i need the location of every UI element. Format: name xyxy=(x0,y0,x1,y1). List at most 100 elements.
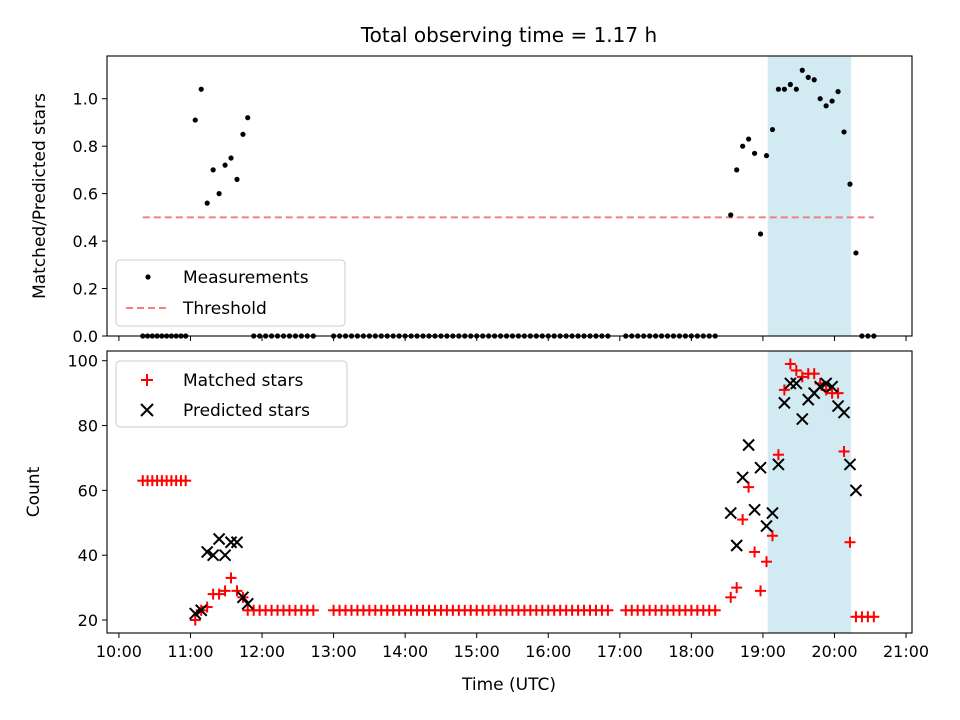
bottom-marks xyxy=(137,358,880,626)
matched-star-point xyxy=(766,530,778,542)
measurement-point xyxy=(763,153,770,159)
x-tick-label: 17:00 xyxy=(597,642,643,661)
predicted-star-point xyxy=(754,461,767,474)
measurement-point xyxy=(734,167,740,173)
predicted-star-point xyxy=(766,506,779,520)
predicted-star-point xyxy=(218,548,232,562)
y-tick-label: 80 xyxy=(78,417,98,436)
x-axis-label: Time (UTC) xyxy=(461,675,556,695)
measurement-point xyxy=(799,67,805,73)
predicted-star-point xyxy=(760,519,773,533)
matched-star-point xyxy=(844,536,856,548)
predicted-star-point xyxy=(200,545,214,559)
bottom-panel: 20 40 60 80 100 10:00 11:00 12:00 13:00 14:00 15:… xyxy=(24,350,929,695)
x-tick-label: 19:00 xyxy=(740,642,786,661)
matched-star-point xyxy=(213,588,225,600)
top-y-axis-label: Matched/Predicted stars xyxy=(30,93,50,299)
bottom-x-ticks: 10:00 11:00 12:00 13:00 14:00 15:00 16:00 17:00… xyxy=(96,633,929,661)
predicted-star-point xyxy=(742,438,755,452)
predicted-star-point xyxy=(230,536,244,549)
predicted-star-point xyxy=(819,377,833,390)
measurement-point xyxy=(787,81,793,88)
y-tick-label: 0.8 xyxy=(73,137,98,156)
legend-predicted-label: Predicted stars xyxy=(183,401,310,421)
top-panel: 0.0 0.2 0.4 0.6 0.8 1.0 Matched/Predicted sta… xyxy=(30,55,913,346)
x-tick-label: 12:00 xyxy=(239,642,285,661)
matched-star-point xyxy=(796,371,808,383)
top-legend: Measurements Threshold xyxy=(115,259,346,327)
measurement-point xyxy=(793,86,799,92)
measurement-point xyxy=(841,129,847,135)
predicted-star-point xyxy=(212,532,226,546)
legend-matched-label: Matched stars xyxy=(183,371,303,391)
top-observing-span xyxy=(767,56,852,336)
matched-star-point xyxy=(602,604,614,616)
measurement-point xyxy=(835,88,841,95)
y-tick-label: 0.6 xyxy=(73,185,98,204)
bottom-y-axis-label: Count xyxy=(24,466,44,517)
matched-star-point xyxy=(784,358,796,370)
measurement-point xyxy=(805,74,811,80)
top-marks xyxy=(140,67,877,339)
matched-star-point xyxy=(307,604,319,616)
matched-star-point xyxy=(868,611,880,623)
matched-star-point xyxy=(761,556,773,568)
measurement-point xyxy=(781,86,787,92)
predicted-star-point xyxy=(195,604,208,617)
y-tick-label: 100 xyxy=(67,352,98,371)
x-tick-label: 18:00 xyxy=(668,642,714,661)
x-tick-label: 14:00 xyxy=(382,642,428,661)
predicted-star-point xyxy=(849,484,863,497)
measurement-point xyxy=(245,115,251,121)
top-axes-frame xyxy=(106,55,913,337)
matched-star-point xyxy=(772,449,784,461)
measurement-point xyxy=(775,86,782,92)
x-tick-label: 10:00 xyxy=(96,642,142,661)
matched-star-point xyxy=(180,475,192,487)
matched-star-point xyxy=(709,604,721,616)
predicted-star-point xyxy=(778,396,791,410)
legend-measurements-marker xyxy=(145,274,151,280)
matched-star-point xyxy=(838,445,850,457)
x-tick-label: 21:00 xyxy=(883,642,929,661)
measurement-point xyxy=(746,136,752,142)
measurement-point xyxy=(769,126,776,133)
predicted-star-point xyxy=(730,539,743,552)
legend-predicted-marker xyxy=(140,403,154,417)
y-tick-label: 1.0 xyxy=(73,90,98,109)
predicted-star-point xyxy=(748,503,761,517)
matched-star-point xyxy=(231,585,243,597)
measurement-point xyxy=(853,250,859,256)
predicted-star-point xyxy=(206,548,220,562)
matched-star-point xyxy=(755,585,767,597)
measurement-point xyxy=(817,96,823,102)
measurement-point xyxy=(234,176,240,182)
y-tick-label: 0.4 xyxy=(73,232,98,251)
legend-matched-marker xyxy=(141,374,153,386)
predicted-star-point xyxy=(825,380,839,393)
legend-measurements-label: Measurements xyxy=(183,268,309,288)
matched-star-point xyxy=(808,368,820,380)
matched-star-point xyxy=(749,546,761,558)
chart-title: Total observing time = 1.17 h xyxy=(360,23,657,47)
predicted-star-point xyxy=(236,591,250,604)
measurement-point xyxy=(740,143,746,149)
predicted-star-point xyxy=(790,377,803,390)
matched-star-point xyxy=(832,387,844,399)
matched-star-point xyxy=(225,572,237,584)
bottom-legend: Matched stars Predicted stars xyxy=(115,360,348,428)
measurement-point xyxy=(829,98,835,104)
top-legend-box xyxy=(115,259,346,327)
x-tick-label: 13:00 xyxy=(311,642,357,661)
measurement-point xyxy=(216,191,222,197)
measurement-point xyxy=(757,231,764,237)
matched-star-point xyxy=(189,614,201,626)
bottom-y-ticks: 20 40 60 80 100 xyxy=(67,352,107,630)
measurement-point xyxy=(823,103,829,109)
measurement-point xyxy=(240,131,246,137)
predicted-star-point xyxy=(796,412,809,426)
x-tick-label: 20:00 xyxy=(811,642,857,661)
predicted-star-point xyxy=(189,607,202,620)
top-y-ticks: 0.0 0.2 0.4 0.6 0.8 1.0 xyxy=(73,90,107,346)
